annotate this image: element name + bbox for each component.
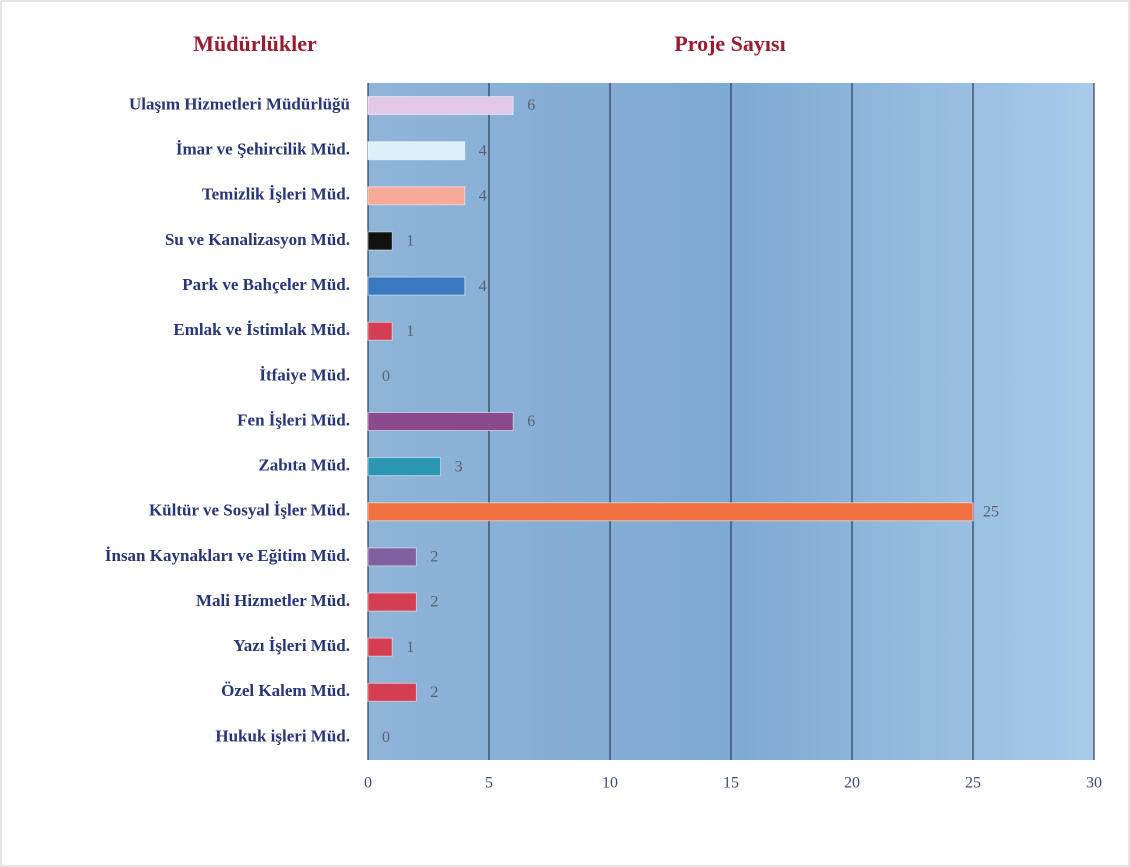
axis-title: Müdürlükler bbox=[193, 31, 317, 56]
bar bbox=[367, 502, 974, 522]
y-tick-label: Su ve Kanalizasyon Müd. bbox=[165, 230, 350, 249]
y-tick-label: Park ve Bahçeler Müd. bbox=[182, 275, 350, 294]
value-label: 2 bbox=[430, 549, 438, 566]
y-tick-label: İtfaiye Müd. bbox=[259, 365, 350, 384]
bar bbox=[367, 186, 466, 206]
x-tick-label: 15 bbox=[723, 775, 739, 792]
value-label: 4 bbox=[479, 188, 487, 205]
y-tick-label: Temizlik İşleri Müd. bbox=[202, 185, 350, 204]
y-tick-label: Zabıta Müd. bbox=[258, 456, 350, 475]
bar bbox=[367, 231, 393, 251]
value-label: 4 bbox=[479, 142, 487, 159]
y-tick-label: Ulaşım Hizmetleri Müdürlüğü bbox=[129, 94, 350, 113]
x-tick-label: 10 bbox=[602, 775, 618, 792]
y-tick-label: Emlak ve İstimlak Müd. bbox=[173, 320, 350, 339]
value-label: 1 bbox=[406, 323, 414, 340]
bar bbox=[367, 412, 514, 431]
value-label: 3 bbox=[455, 458, 463, 475]
value-label: 0 bbox=[382, 729, 390, 746]
y-tick-label: Yazı İşleri Müd. bbox=[233, 636, 350, 655]
value-label: 6 bbox=[527, 97, 535, 114]
y-tick-label: Kültür ve Sosyal İşler Müd. bbox=[149, 501, 350, 520]
bar bbox=[367, 141, 466, 161]
bar bbox=[367, 96, 514, 116]
value-label: 0 bbox=[382, 368, 390, 385]
bar bbox=[367, 457, 442, 477]
bar bbox=[367, 547, 417, 567]
y-tick-label: Özel Kalem Müd. bbox=[221, 681, 350, 700]
x-tick-label: 30 bbox=[1086, 775, 1102, 792]
value-label: 4 bbox=[479, 278, 487, 295]
x-tick-label: 0 bbox=[364, 775, 372, 792]
y-tick-label: Hukuk işleri Müd. bbox=[215, 726, 350, 745]
y-tick-label: Mali Hizmetler Müd. bbox=[196, 591, 350, 610]
bar bbox=[367, 682, 417, 702]
bar bbox=[367, 637, 393, 657]
bar bbox=[367, 276, 466, 296]
y-tick-label: İnsan Kaynakları ve Eğitim Müd. bbox=[105, 546, 350, 565]
chart-title: Proje Sayısı bbox=[674, 31, 785, 56]
y-tick-label: İmar ve Şehircilik Müd. bbox=[176, 140, 350, 159]
value-label: 2 bbox=[430, 594, 438, 611]
bar bbox=[367, 321, 393, 341]
bar bbox=[367, 592, 417, 612]
y-tick-label: Fen İşleri Müd. bbox=[237, 410, 350, 429]
value-label: 2 bbox=[430, 684, 438, 701]
value-label: 1 bbox=[406, 233, 414, 250]
value-label: 6 bbox=[527, 413, 535, 430]
x-tick-label: 5 bbox=[485, 775, 493, 792]
value-label: 1 bbox=[406, 639, 414, 656]
x-tick-label: 25 bbox=[965, 775, 981, 792]
x-tick-label: 20 bbox=[844, 775, 860, 792]
value-label: 25 bbox=[983, 503, 999, 520]
